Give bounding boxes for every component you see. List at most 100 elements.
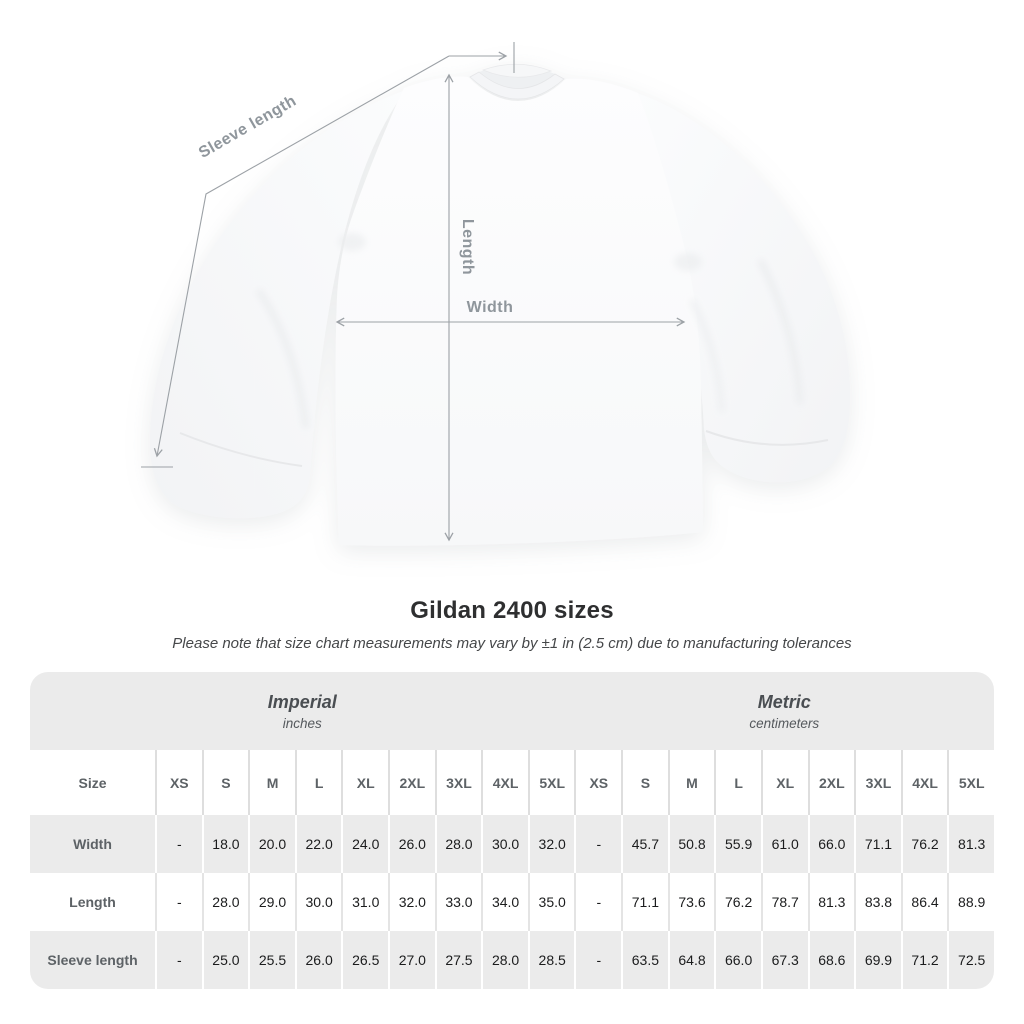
size-col-header: XL [760,750,808,815]
value-cell: 30.0 [294,873,342,931]
value-cell: 28.5 [527,931,575,989]
shirt-body [335,76,703,546]
collar-back-band [481,63,553,78]
value-cell: 72.5 [947,931,994,989]
table-row-width: Width - 18.0 20.0 22.0 24.0 26.0 28.0 30… [30,815,994,873]
value-cell: 24.0 [341,815,389,873]
value-cell: 33.0 [434,873,482,931]
value-cell: 34.0 [481,873,528,931]
sleeve-fold [255,287,310,429]
table-row-units: Imperial inches Metric centimeters [30,672,994,750]
sleeve-fold [756,258,804,405]
page-subtitle: Please note that size chart measurements… [172,635,852,652]
value-cell: 71.2 [900,931,948,989]
sleeve-fold [689,298,725,413]
value-cell: 69.9 [854,931,901,989]
sleeve-line-diagonal [153,55,450,458]
size-col-header: 3XL [434,750,482,815]
unit-group-metric-sublabel: centimeters [749,716,820,732]
shirt-measurement-diagram: Sleeve length Length Width [141,42,851,546]
row-label: Sleeve length [30,931,155,989]
value-cell: 63.5 [621,931,668,989]
value-cell: - [155,931,202,989]
value-cell: 28.0 [481,931,528,989]
collar-front-band [469,71,565,100]
value-cell: - [155,815,202,873]
value-cell: 20.0 [248,815,295,873]
value-cell: 29.0 [248,873,295,931]
value-cell: - [155,873,202,931]
value-cell: 61.0 [760,815,808,873]
size-col-header: 5XL [527,750,575,815]
size-col-header: XS [574,750,622,815]
size-col-header: 5XL [947,750,994,815]
value-cell: - [574,873,622,931]
value-cell: 76.2 [714,873,761,931]
size-col-header: XL [341,750,389,815]
value-cell: 68.6 [807,931,855,989]
value-cell: 64.8 [667,931,715,989]
value-cell: - [574,931,622,989]
size-col-header: 4XL [900,750,948,815]
unit-group-imperial-sublabel: inches [282,716,322,732]
size-col-header: 4XL [481,750,528,815]
size-col-header: M [248,750,295,815]
size-col-header: S [621,750,668,815]
size-col-header: L [294,750,342,815]
unit-group-imperial-label: Imperial [267,691,337,712]
size-table-card: Imperial inches Metric centimeters Size … [30,672,994,989]
value-cell: 76.2 [900,815,948,873]
value-cell: 88.9 [947,873,994,931]
size-col-header: M [667,750,715,815]
value-cell: 55.9 [714,815,761,873]
size-col-header: 2XL [388,750,435,815]
value-cell: 18.0 [201,815,249,873]
row-label: Width [30,815,155,873]
value-cell: 25.0 [201,931,249,989]
unit-group-metric-label: Metric [757,691,811,712]
value-cell: - [574,815,622,873]
value-cell: 28.0 [434,815,482,873]
unit-group-metric: Metric centimeters [574,672,994,750]
value-cell: 66.0 [714,931,761,989]
value-cell: 25.5 [248,931,295,989]
value-cell: 28.0 [201,873,249,931]
value-cell: 27.0 [388,931,435,989]
value-cell: 22.0 [294,815,342,873]
value-cell: 26.0 [388,815,435,873]
value-cell: 83.8 [854,873,901,931]
value-cell: 32.0 [527,815,575,873]
armpit-shade [674,253,702,271]
unit-group-imperial: Imperial inches [30,672,575,750]
size-col-header: 2XL [807,750,855,815]
value-cell: 78.7 [760,873,808,931]
value-cell: 31.0 [341,873,389,931]
value-cell: 50.8 [667,815,715,873]
value-cell: 27.5 [434,931,482,989]
size-col-header: 3XL [854,750,901,815]
size-header-cell: Size [30,750,155,815]
value-cell: 45.7 [621,815,668,873]
size-col-header: XS [155,750,202,815]
armpit-shade [338,233,366,251]
value-cell: 67.3 [760,931,808,989]
right-cuff-seam [705,430,829,446]
value-cell: 71.1 [854,815,901,873]
value-cell: 81.3 [947,815,994,873]
table-row-sleeve-length: Sleeve length - 25.0 25.5 26.0 26.5 27.0… [30,931,994,989]
left-cuff-seam [179,432,303,467]
value-cell: 71.1 [621,873,668,931]
sleeve-length-label: Sleeve length [196,92,299,162]
value-cell: 32.0 [388,873,435,931]
table-row-size-header: Size XS S M L XL 2XL 3XL 4XL 5XL XS S M … [30,750,994,815]
shirt-left-sleeve [149,90,406,519]
size-table: Imperial inches Metric centimeters Size … [30,672,994,989]
shirt-graphic [149,63,851,546]
measurement-lines [141,42,686,542]
row-label: Length [30,873,155,931]
size-col-header: L [714,750,761,815]
value-cell: 73.6 [667,873,715,931]
value-cell: 81.3 [807,873,855,931]
table-row-length: Length - 28.0 29.0 30.0 31.0 32.0 33.0 3… [30,873,994,931]
value-cell: 66.0 [807,815,855,873]
